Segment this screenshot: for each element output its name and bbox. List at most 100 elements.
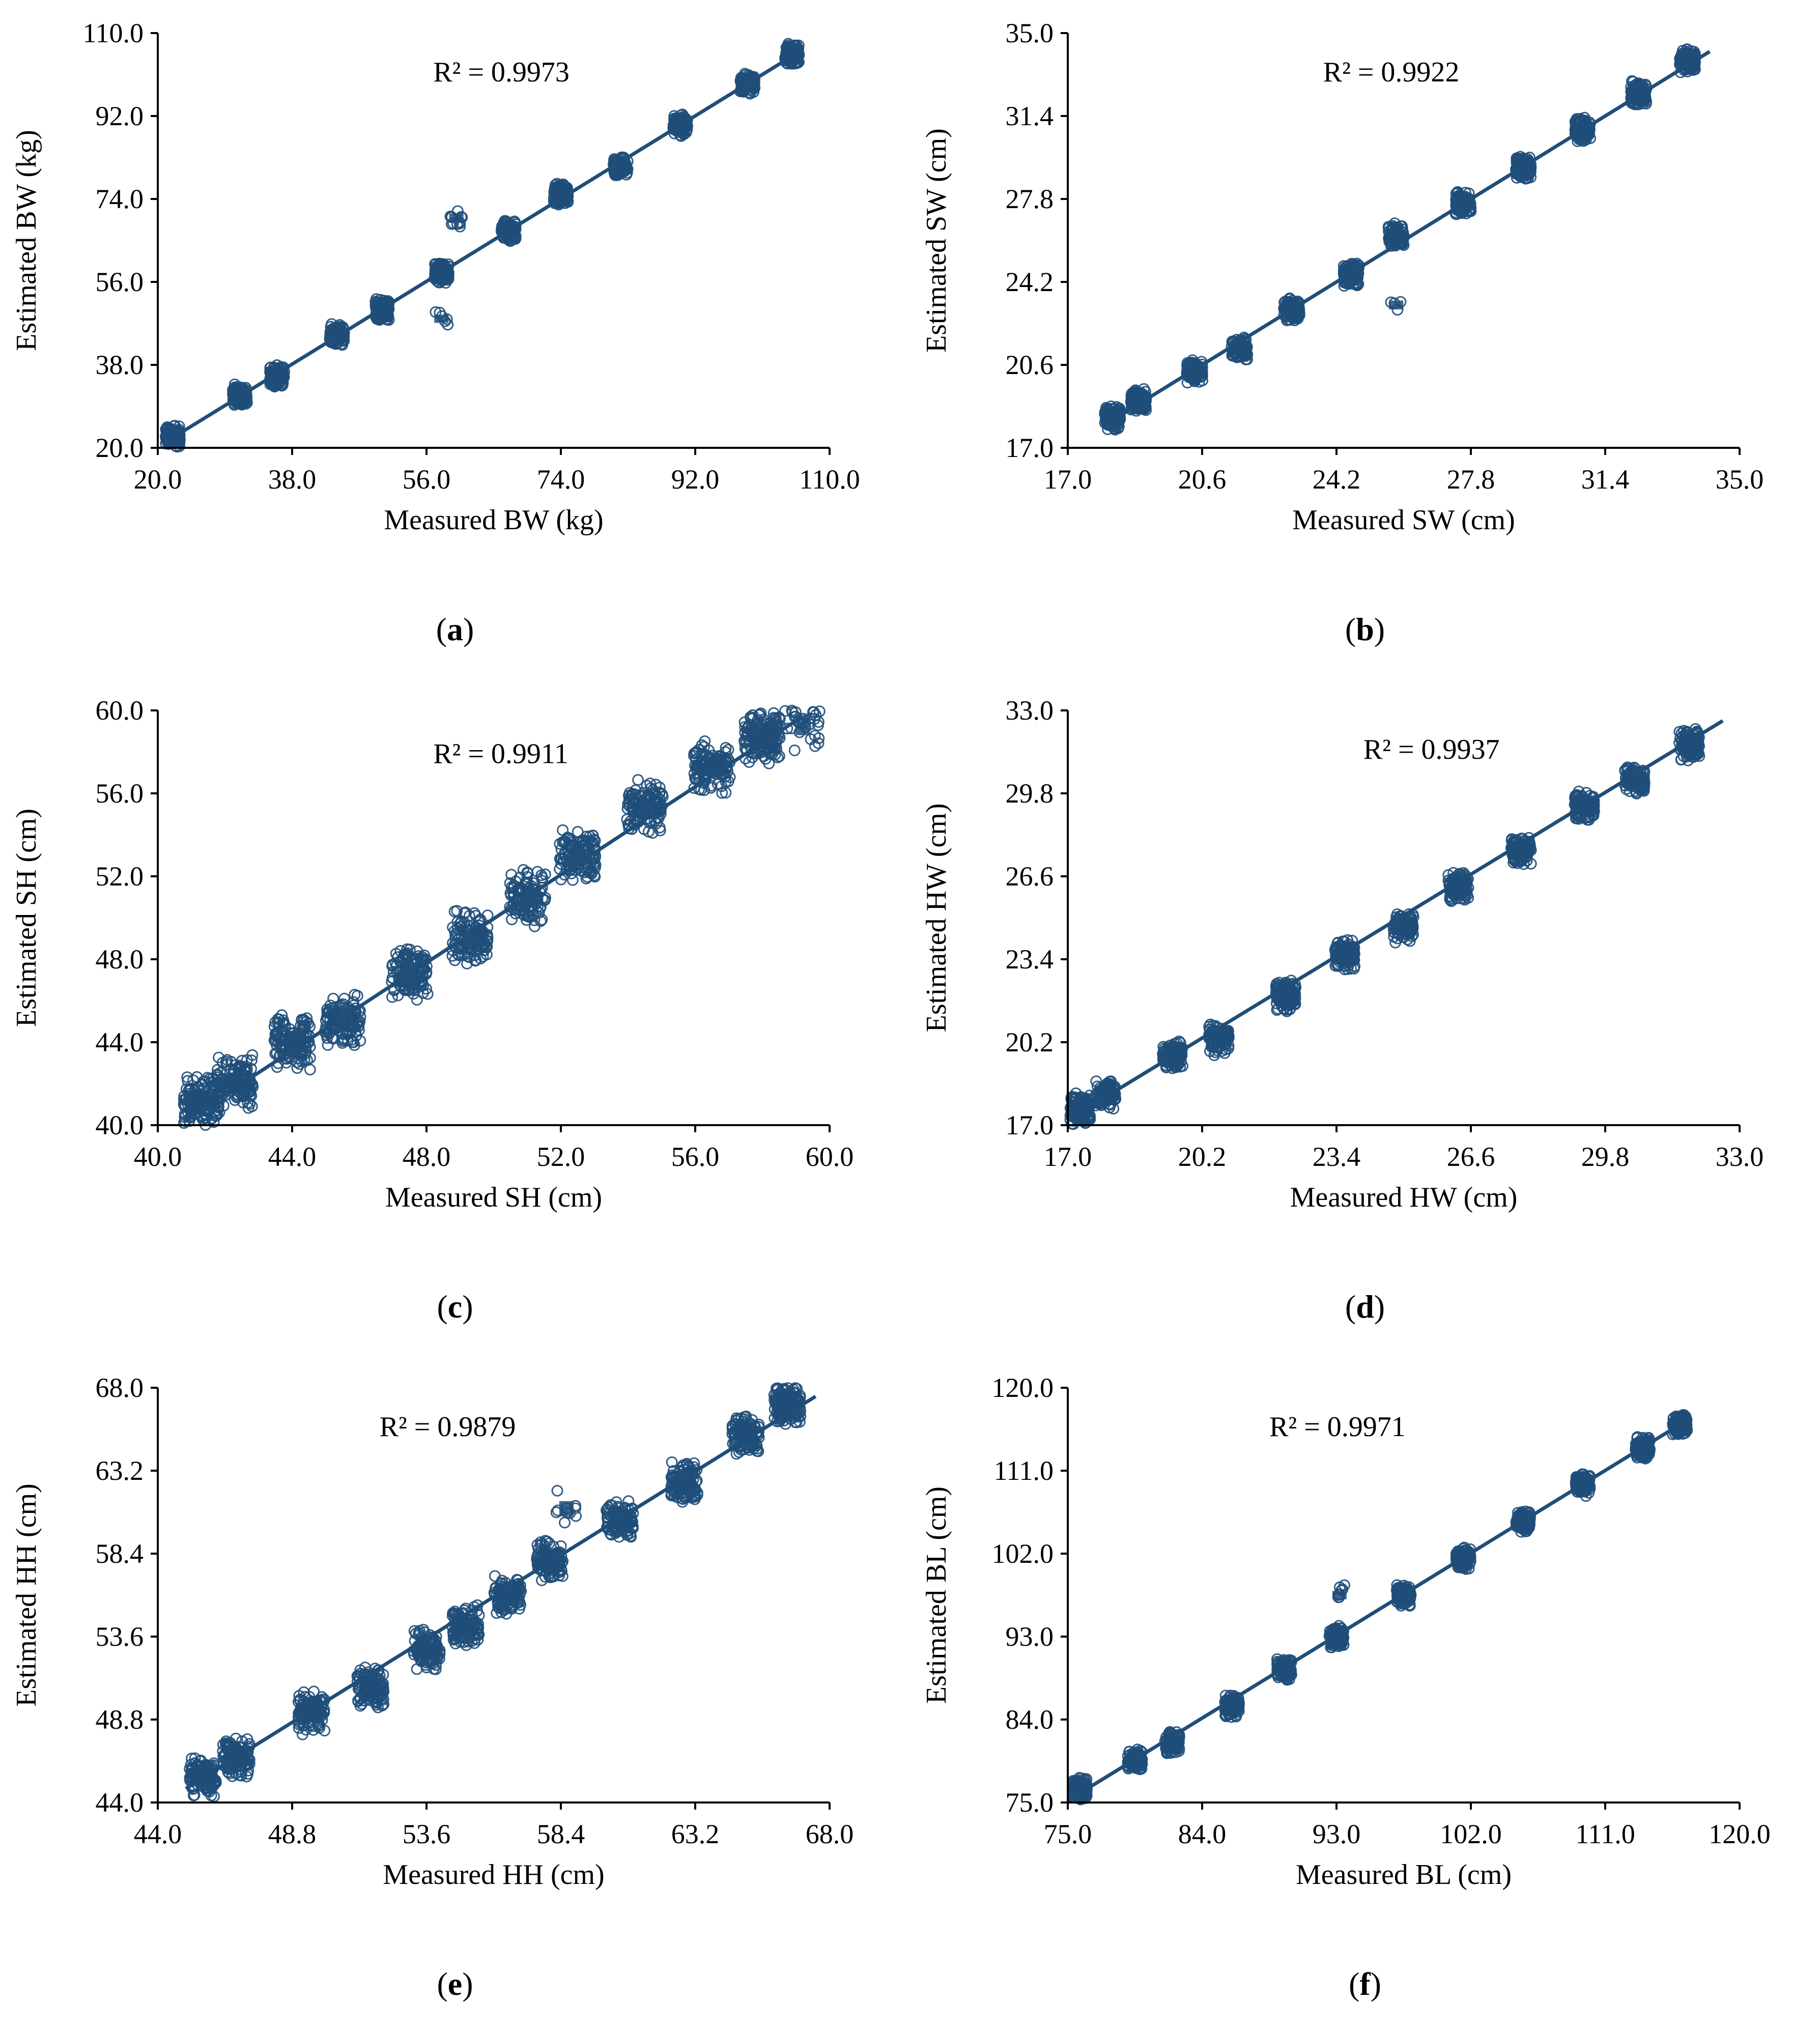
data-point [452,948,464,960]
data-point [298,1014,310,1026]
data-point [180,1083,192,1095]
data-point [269,1028,281,1040]
data-point [237,1097,249,1109]
data-point [808,706,820,718]
data-point [1387,220,1399,232]
data-point [338,992,351,1005]
data-point [1289,314,1301,327]
data-point [188,1108,200,1121]
data-point [716,787,728,799]
x-tick-label: 56.0 [403,464,451,495]
data-point [653,797,665,809]
data-point [394,945,407,957]
data-point [348,1036,360,1048]
data-point [505,869,518,881]
y-tick-label: 60.0 [96,695,144,726]
y-tick-label: 40.0 [96,1110,144,1140]
cluster-core [1632,89,1646,98]
data-points [1099,43,1701,436]
data-point [1109,423,1121,436]
x-tick-label: 110.0 [799,464,860,495]
data-point [326,1032,338,1044]
data-point [336,999,348,1012]
data-point [411,994,423,1006]
data-point [812,737,824,749]
y-tick-label: 74.0 [96,184,144,214]
cluster-core [1098,1088,1113,1100]
trend-line [164,50,801,444]
x-tick-label: 44.0 [268,1141,317,1172]
x-axis-label: Measured SW (cm) [1292,504,1515,536]
panel-c: 40.0 40.0 44.0 44.0 48.0 48.0 52.0 52.0 56.0 56.0… [0,677,910,1355]
data-point [400,984,412,996]
data-point [693,743,705,756]
data-point [446,950,459,962]
data-point [459,949,471,960]
x-tick-label: 92.0 [671,464,720,495]
data-point [1445,895,1457,907]
data-point [653,782,666,793]
data-point [535,869,548,881]
cluster-core [434,314,449,323]
data-point [763,748,776,760]
y-tick-label: 27.8 [1006,184,1054,214]
data-point [699,735,711,747]
data-point [528,914,541,926]
data-point [562,833,575,845]
data-point [451,916,464,928]
data-point [291,1062,303,1074]
data-point [809,730,821,742]
data-point [268,1020,280,1033]
data-point [720,787,732,799]
data-point [216,1056,229,1069]
data-point [585,865,598,877]
data-point [421,988,434,1000]
data-point [638,823,650,835]
trend-line [1104,50,1711,426]
data-point [459,907,471,919]
data-point [752,713,764,726]
data-point [742,729,754,741]
y-tick-label: 110.0 [83,18,144,48]
y-axis-label: Estimated SW (cm) [921,128,952,353]
x-tick-label: 56.0 [671,1141,720,1172]
data-point [1401,933,1413,946]
x-tick-label: 35.0 [1716,464,1764,495]
chart-a: 20.020.038.038.056.056.074.074.092.092.0… [11,18,860,536]
data-point [456,920,468,932]
chart-c: 40.040.044.044.048.048.052.052.056.056.0… [11,695,854,1213]
y-tick-label: 92.0 [96,101,144,131]
y-tick-label: 31.4 [1006,101,1054,131]
data-point [321,1032,333,1044]
data-point [529,920,541,932]
data-point [180,1092,192,1104]
r-squared-label: R² = 0.9922 [1323,56,1460,88]
data-point [418,949,431,961]
data-point [813,705,826,718]
data-point [648,815,661,827]
data-point [589,871,601,883]
x-axis-label: Measured SH (cm) [385,1182,602,1213]
y-tick-label: 56.0 [96,267,144,297]
y-tick-label: 56.0 [96,778,144,809]
r-squared-label: R² = 0.9911 [433,738,568,769]
x-tick-label: 17.0 [1044,464,1092,495]
data-point [741,730,753,742]
x-axis-label: Measured BW (kg) [384,504,603,536]
data-point [587,829,599,842]
data-point [211,1094,223,1106]
data-point [521,914,532,926]
data-point [187,1074,200,1086]
x-tick-label: 74.0 [537,464,585,495]
y-axis-label: Estimated SH (cm) [11,809,42,1027]
x-tick-label: 20.0 [134,464,182,495]
data-point [720,770,732,782]
data-point [470,954,482,966]
data-point [229,1094,241,1106]
trend-line [183,719,797,1123]
data-point [645,782,657,794]
data-point [323,1007,335,1019]
data-point [1090,1097,1102,1109]
data-point [506,913,518,926]
